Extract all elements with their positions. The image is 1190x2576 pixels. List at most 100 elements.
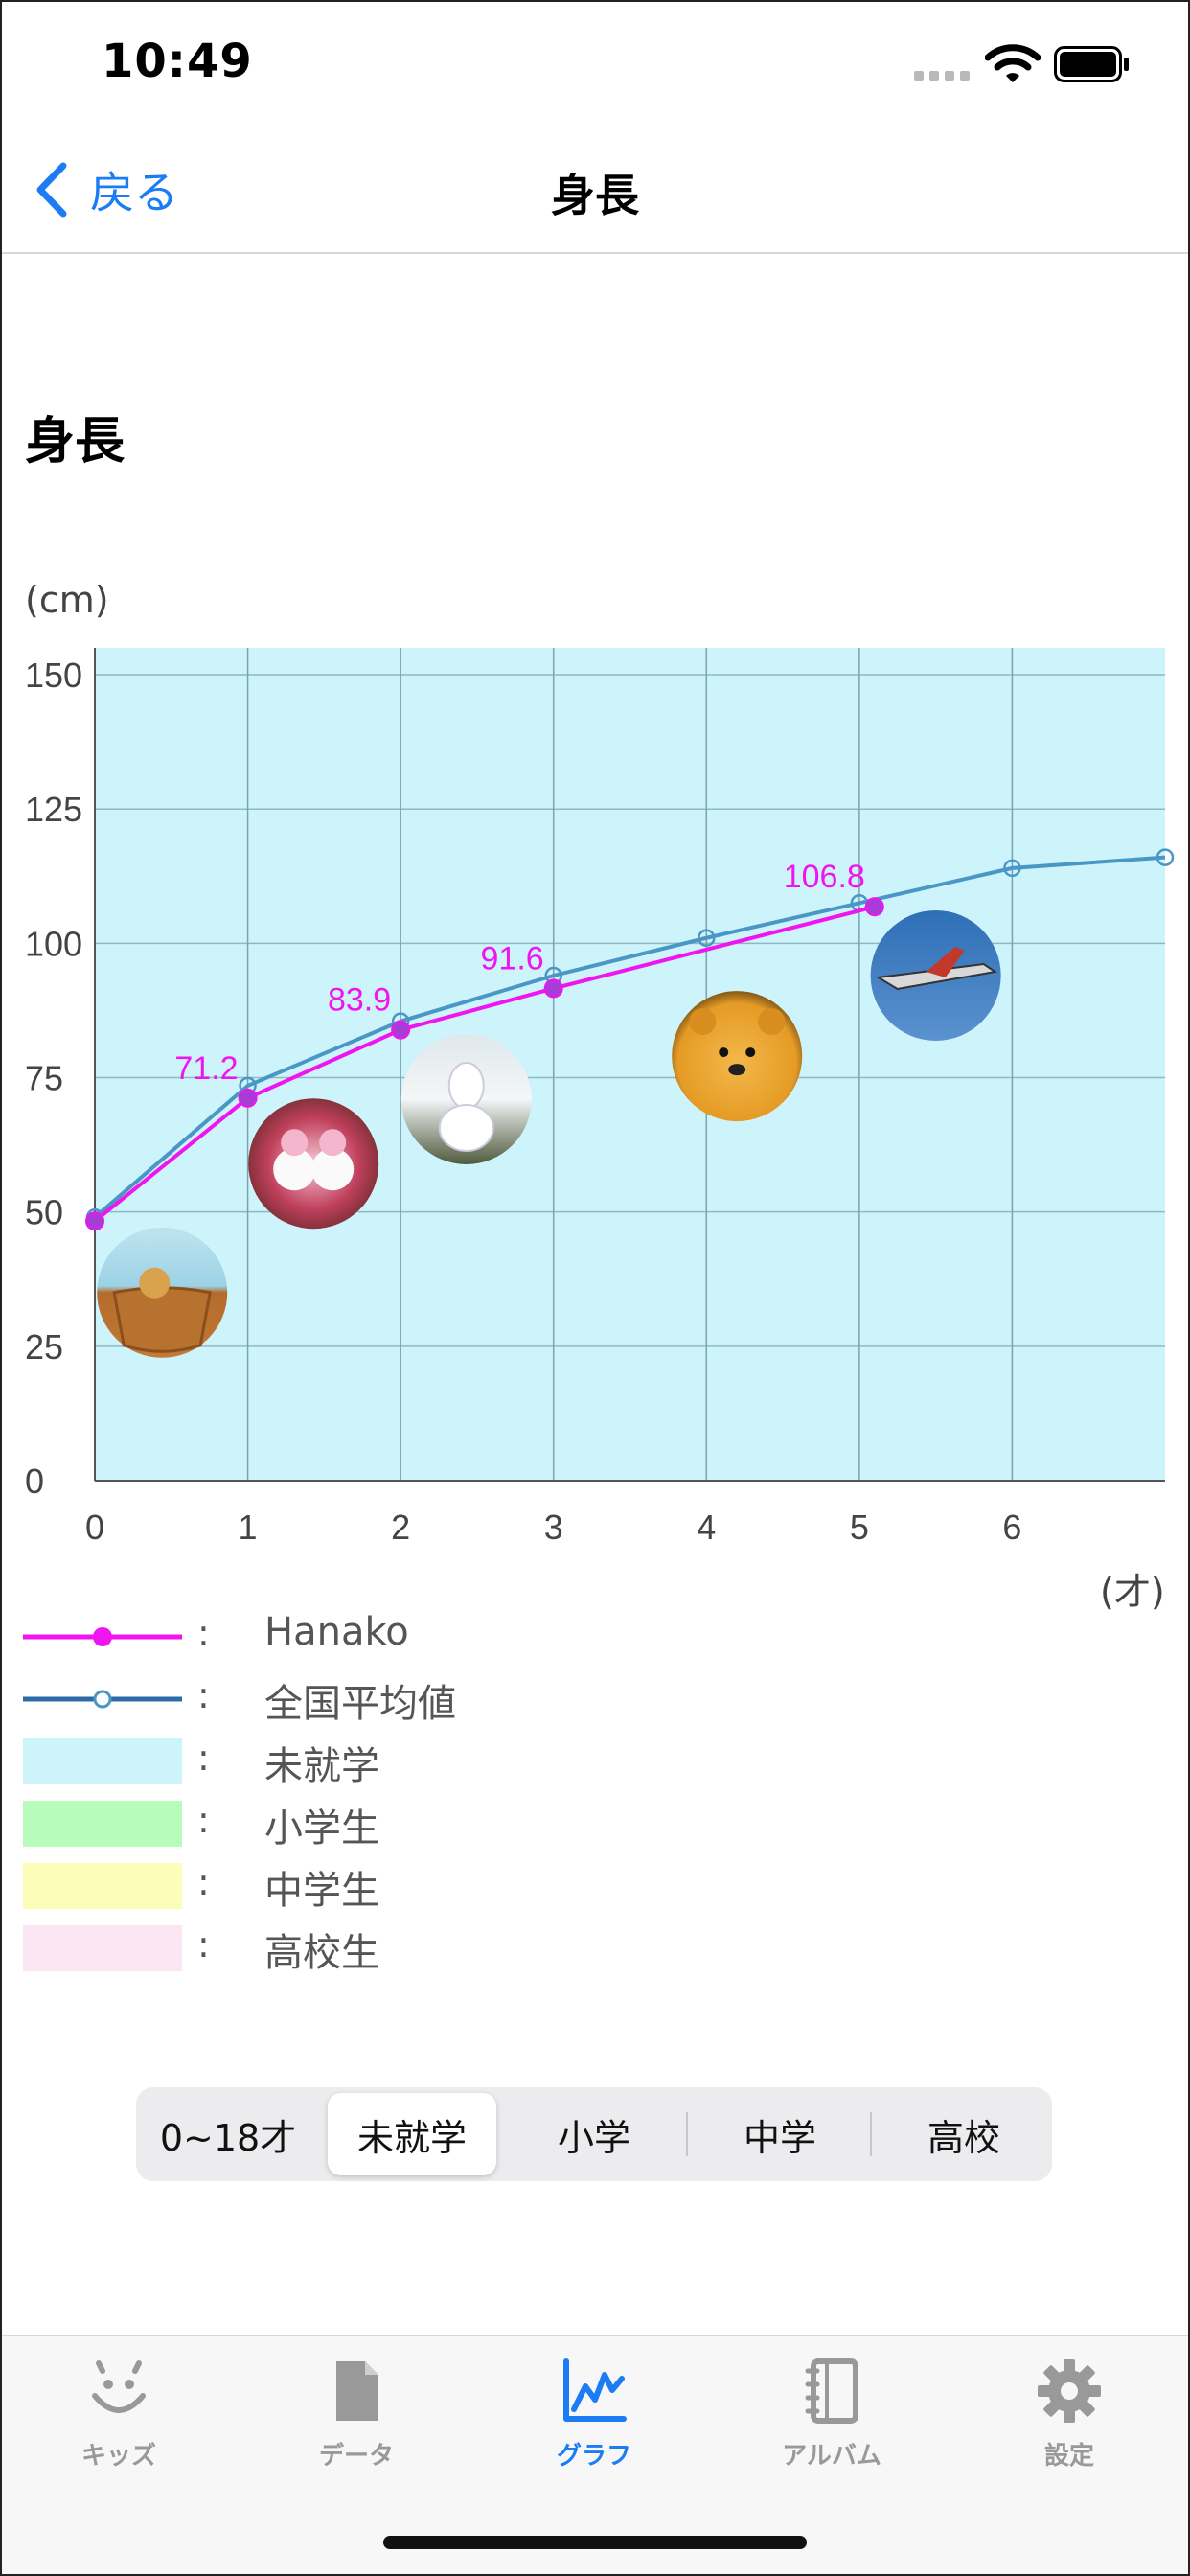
legend-item: : 中学生 <box>23 1855 598 1918</box>
cellular-signal-icon <box>914 71 972 82</box>
document-icon <box>336 2361 378 2421</box>
x-tick-label: 1 <box>239 1507 258 1547</box>
segment-high[interactable]: 高校 <box>927 2116 1000 2159</box>
legend-item: : Hanako <box>23 1606 598 1668</box>
tab-kids[interactable]: キッズ <box>23 2358 215 2501</box>
hanako-point[interactable] <box>864 897 884 917</box>
segment-elementary[interactable]: 小学 <box>557 2116 630 2159</box>
legend-item: : 高校生 <box>23 1918 598 1980</box>
x-axis-unit: (才) <box>1100 1571 1165 1613</box>
y-tick-label: 0 <box>25 1461 44 1501</box>
series-national-average <box>85 848 1175 1227</box>
nav-title: 身長 <box>551 170 639 221</box>
hanako-point[interactable] <box>238 1088 258 1108</box>
hanako-data-label: 71.2 <box>174 1050 238 1087</box>
basket-shape <box>112 1286 212 1353</box>
legend: : Hanako: 全国平均値: 未就学: 小学生: 中学生: 高校生 <box>23 1606 598 1980</box>
y-tick-label: 150 <box>25 656 82 695</box>
line-chart-icon <box>563 2358 627 2422</box>
hanako-data-label: 83.9 <box>328 982 391 1019</box>
legend-color-swatch <box>23 1863 182 1909</box>
preschool-band <box>95 648 1165 1481</box>
photo-thumbnail-pooh-bear[interactable] <box>672 991 803 1122</box>
olaf-head-shape <box>447 1061 485 1110</box>
pooh-nose-shape <box>728 1064 746 1076</box>
olaf-body-shape <box>438 1103 494 1152</box>
legend-label: 未就学 <box>264 1744 379 1788</box>
legend-line-swatch <box>23 1676 182 1722</box>
back-label: 戻る <box>90 167 178 218</box>
tab-album[interactable]: アルバム <box>736 2358 927 2501</box>
grid-lines <box>94 648 1165 1482</box>
legend-colon: : <box>197 1736 210 1779</box>
segment-middle[interactable]: 中学 <box>743 2116 816 2159</box>
segment-divider <box>870 2112 872 2156</box>
legend-label: 全国平均値 <box>264 1682 456 1726</box>
status-bar: 10:49 <box>0 0 1190 126</box>
y-tick-label: 125 <box>25 790 82 829</box>
photo-thumbnail-airplane-sky[interactable] <box>870 909 1001 1041</box>
battery-icon <box>1054 46 1129 82</box>
x-tick-label: 3 <box>544 1507 563 1547</box>
x-tick-label: 2 <box>391 1507 410 1547</box>
y-tick-label: 100 <box>25 924 82 963</box>
photo-thumbnail-mickey-minnie-snowmen[interactable] <box>248 1098 379 1230</box>
segment-all-ages[interactable]: 0~18才 <box>159 2116 297 2159</box>
series-hanako: 71.2 83.9 91.6 106.8 <box>85 859 884 1231</box>
average-point <box>698 929 716 947</box>
home-indicator <box>383 2536 807 2549</box>
tab-album-label: アルバム <box>782 2442 881 2471</box>
status-time: 10:49 <box>102 34 253 88</box>
tab-graph[interactable]: グラフ <box>498 2358 690 2501</box>
x-tick-label: 0 <box>85 1507 104 1547</box>
age-range-segmented-control: 0~18才 未就学 小学 中学 高校 <box>136 2087 1052 2181</box>
y-tick-label: 75 <box>25 1059 63 1098</box>
photo-thumbnail-basket[interactable] <box>97 1227 228 1358</box>
average-point <box>1156 848 1175 866</box>
hanako-point[interactable] <box>543 978 563 999</box>
legend-colon: : <box>197 1612 210 1654</box>
pooh-ear-right-shape <box>758 1008 786 1036</box>
legend-label: 高校生 <box>264 1931 379 1975</box>
y-tick-label: 50 <box>25 1193 63 1232</box>
legend-item: : 全国平均値 <box>23 1668 598 1731</box>
hanako-point[interactable] <box>85 1211 104 1231</box>
photo-thumbnails <box>97 909 1001 1358</box>
bear-head-shape <box>139 1267 171 1299</box>
snowman-right-head-shape <box>319 1129 347 1157</box>
segment-preschool[interactable]: 未就学 <box>328 2093 496 2175</box>
notebook-icon <box>805 2358 858 2424</box>
y-tick-label: 25 <box>25 1327 63 1367</box>
chevron-left-icon <box>36 162 67 218</box>
x-tick-label: 6 <box>1002 1507 1021 1547</box>
photo-thumbnail-olaf-snowman[interactable] <box>400 1033 532 1164</box>
navigation-bar: 戻る 身長 <box>0 126 1190 254</box>
x-axis-ticks: 0 1 2 3 4 5 6 <box>85 1507 1021 1547</box>
segment-divider <box>686 2112 688 2156</box>
x-tick-label: 4 <box>697 1507 716 1547</box>
height-chart: 0 25 50 75 100 125 150 0 1 2 3 4 5 6 71.2 83.9 91.6 106… <box>25 648 1175 1547</box>
tab-kids-label: キッズ <box>80 2442 156 2471</box>
legend-item: : 未就学 <box>23 1731 598 1793</box>
snowman-right-shape <box>311 1148 355 1191</box>
legend-label: 中学生 <box>264 1869 379 1913</box>
legend-label: 小学生 <box>264 1806 379 1851</box>
pooh-eye-right-shape <box>745 1047 756 1058</box>
tab-graph-label: グラフ <box>556 2442 631 2471</box>
gear-icon <box>1038 2359 1101 2423</box>
average-point <box>1003 859 1021 878</box>
hanako-point[interactable] <box>391 1020 411 1040</box>
legend-line-swatch <box>23 1614 182 1660</box>
tab-settings[interactable]: 設定 <box>973 2358 1165 2501</box>
y-axis-unit: (cm) <box>25 579 109 621</box>
pooh-ear-left-shape <box>689 1008 717 1036</box>
pooh-eye-left-shape <box>719 1047 729 1058</box>
snowman-left-head-shape <box>281 1129 309 1157</box>
legend-color-swatch <box>23 1801 182 1847</box>
hanako-data-label: 106.8 <box>784 859 865 895</box>
back-button[interactable]: 戻る <box>33 159 178 220</box>
legend-colon: : <box>197 1674 210 1716</box>
legend-colon: : <box>197 1799 210 1841</box>
photo-image <box>672 991 803 1122</box>
tab-data[interactable]: データ <box>261 2358 452 2501</box>
